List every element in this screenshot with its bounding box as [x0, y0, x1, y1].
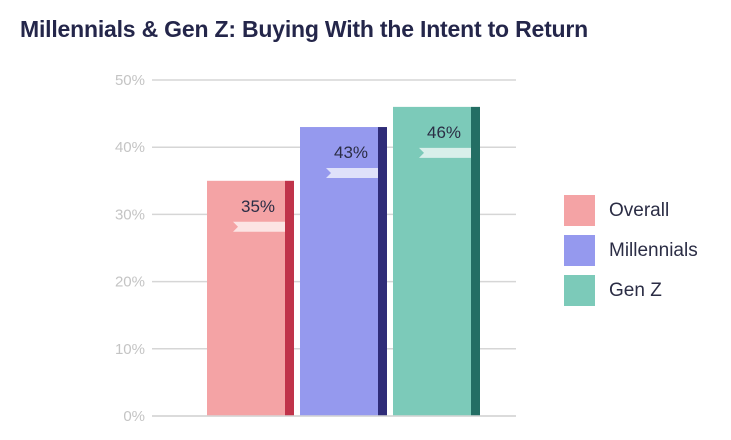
value-label-millennials: 43%	[334, 143, 368, 162]
legend-label-gen-z: Gen Z	[609, 279, 662, 301]
value-label-ribbon	[233, 221, 285, 232]
y-tick-label: 50%	[115, 72, 145, 89]
y-tick-label: 10%	[115, 341, 145, 358]
bar-edge-overall	[285, 180, 294, 416]
value-label-ribbon	[326, 168, 378, 179]
legend-swatch-gen-z	[564, 275, 595, 306]
bar-overall	[207, 180, 285, 416]
legend-swatch-millennials	[564, 235, 595, 266]
legend-item-overall: Overall	[564, 195, 698, 226]
value-label-overall: 35%	[241, 197, 275, 216]
y-tick-label: 40%	[115, 139, 145, 156]
legend-item-millennials: Millennials	[564, 235, 698, 266]
bar-edge-gen-z	[471, 106, 480, 416]
chart-title: Millennials & Gen Z: Buying With the Int…	[20, 16, 589, 42]
legend-label-overall: Overall	[609, 199, 670, 221]
legend-item-gen-z: Gen Z	[564, 275, 698, 306]
legend-swatch-overall	[564, 195, 595, 226]
y-tick-label: 30%	[115, 206, 145, 223]
value-label-gen-z: 46%	[427, 123, 461, 142]
bar-gen-z	[393, 106, 471, 416]
y-tick-label: 0%	[123, 408, 145, 425]
legend: Overall Millennials Gen Z	[564, 195, 698, 315]
legend-label-millennials: Millennials	[609, 239, 698, 261]
value-label-ribbon	[419, 147, 471, 158]
y-tick-label: 20%	[115, 274, 145, 291]
bar-edge-millennials	[378, 127, 387, 416]
